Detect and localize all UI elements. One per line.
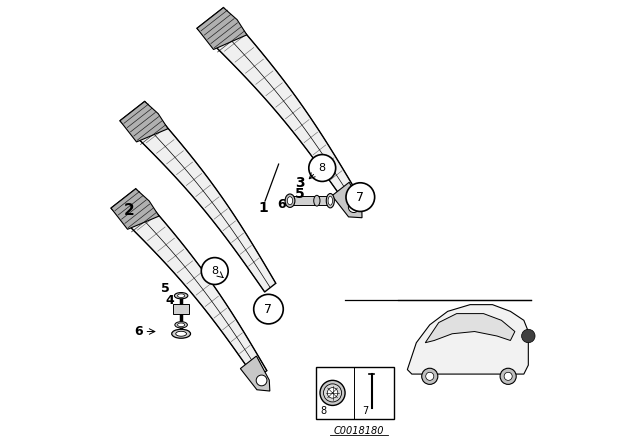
Text: 7: 7 (264, 302, 273, 316)
Circle shape (500, 368, 516, 384)
Polygon shape (241, 356, 270, 391)
Circle shape (256, 375, 267, 386)
Ellipse shape (285, 194, 295, 207)
Polygon shape (197, 8, 247, 49)
Ellipse shape (172, 329, 191, 338)
Text: 7: 7 (362, 406, 369, 416)
Ellipse shape (175, 322, 188, 328)
Circle shape (320, 380, 345, 405)
Polygon shape (111, 189, 159, 229)
Circle shape (522, 329, 535, 343)
Text: 6: 6 (278, 198, 286, 211)
Ellipse shape (174, 293, 188, 299)
Bar (173, 304, 189, 314)
Text: 6: 6 (134, 325, 143, 338)
Ellipse shape (176, 332, 186, 336)
Text: 4: 4 (166, 293, 174, 307)
Circle shape (346, 183, 374, 211)
Circle shape (348, 202, 359, 212)
Circle shape (504, 372, 512, 380)
Text: 8: 8 (320, 406, 326, 416)
Polygon shape (425, 314, 515, 343)
Text: C0018180: C0018180 (334, 426, 385, 436)
Polygon shape (111, 189, 267, 379)
Polygon shape (290, 196, 330, 205)
Ellipse shape (177, 323, 185, 327)
Circle shape (253, 294, 284, 324)
Bar (316, 367, 394, 419)
Ellipse shape (326, 194, 334, 208)
Ellipse shape (328, 196, 333, 205)
Ellipse shape (314, 195, 320, 206)
Text: 7: 7 (356, 190, 364, 204)
Text: 5: 5 (295, 186, 305, 201)
Text: 3: 3 (295, 176, 305, 190)
Polygon shape (407, 305, 529, 374)
Circle shape (327, 388, 338, 398)
Circle shape (202, 258, 228, 284)
Polygon shape (120, 101, 276, 292)
Circle shape (426, 372, 434, 380)
Ellipse shape (177, 294, 185, 297)
Polygon shape (120, 101, 168, 142)
Polygon shape (197, 8, 360, 206)
Circle shape (309, 155, 336, 181)
Text: 5: 5 (161, 282, 170, 296)
Circle shape (323, 384, 342, 402)
Text: 1: 1 (258, 201, 268, 215)
Text: 2: 2 (124, 203, 135, 218)
Circle shape (422, 368, 438, 384)
Text: 8: 8 (211, 266, 218, 276)
Text: 8: 8 (319, 163, 326, 173)
Ellipse shape (287, 197, 292, 205)
Polygon shape (332, 182, 362, 218)
